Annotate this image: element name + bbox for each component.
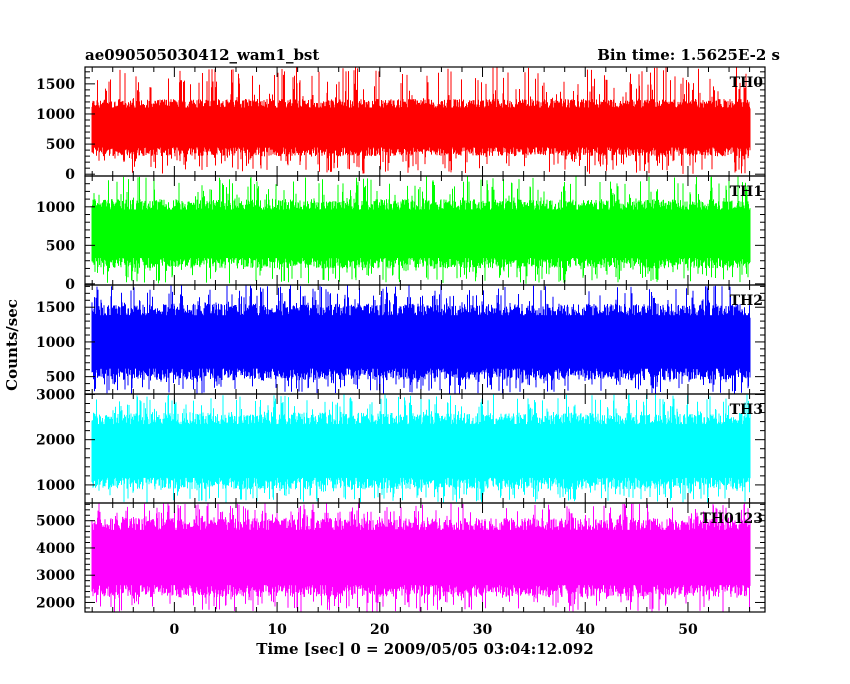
y-tick-label: 500 (46, 238, 75, 254)
panel-th0: 0 500 1000 1500 TH0 (36, 66, 766, 183)
y-tick-label: 1500 (36, 77, 75, 93)
x-tick-label: 50 (678, 622, 698, 638)
y-axis-label: Counts/sec (3, 299, 21, 391)
panel-th0123: 2000 3000 4000 5000 TH0123 (36, 502, 766, 613)
panel-label-th3: TH3 (730, 402, 763, 418)
y-tick-label: 2000 (36, 433, 75, 449)
y-tick-label: 4000 (36, 541, 75, 557)
y-tick-label: 0 (65, 167, 75, 183)
panel-th3: 1000 2000 3000 TH3 (36, 387, 766, 504)
series-line-th0123 (91, 503, 751, 612)
chart-title: ae090505030412_wam1_bst (85, 46, 319, 64)
x-tick-label: 20 (370, 622, 390, 638)
x-tick-label: 10 (267, 622, 287, 638)
panel-label-th1: TH1 (730, 184, 763, 200)
series-line-th3 (91, 394, 751, 503)
y-tick-label: 1000 (36, 200, 75, 216)
y-tick-label: 1000 (36, 107, 75, 123)
panel-frame (84, 502, 766, 613)
y-tick-label: 3000 (36, 387, 75, 403)
x-tick-label: 0 (169, 622, 179, 638)
series-line-th0 (91, 67, 751, 174)
y-tick-label: 3000 (36, 568, 75, 584)
panel-label-th0123: TH0123 (700, 511, 763, 527)
y-tick-label: 2000 (36, 595, 75, 611)
y-tick-label: 500 (46, 137, 75, 153)
y-tick-label: 0 (65, 277, 75, 293)
y-tick-label: 500 (46, 370, 75, 386)
panel-label-th2: TH2 (730, 293, 763, 309)
panel-label-th0: TH0 (730, 75, 764, 91)
panel-th2: 500 1000 1500 TH2 (36, 284, 766, 395)
y-tick-label: 5000 (36, 514, 75, 530)
x-tick-label: 30 (473, 622, 493, 638)
x-axis-label: Time [sec] 0 = 2009/05/05 03:04:12.092 (256, 640, 593, 658)
y-tick-label: 1000 (36, 335, 75, 351)
series-line-th2 (91, 285, 751, 394)
y-tick-label: 1500 (36, 300, 75, 316)
x-tick-label: 40 (575, 622, 595, 638)
y-tick-label: 1000 (36, 478, 75, 494)
bin-time-label: Bin time: 1.5625E-2 s (597, 46, 780, 64)
series-line-th1 (91, 176, 751, 284)
panel-th1: 0 500 1000 TH1 (36, 175, 766, 293)
